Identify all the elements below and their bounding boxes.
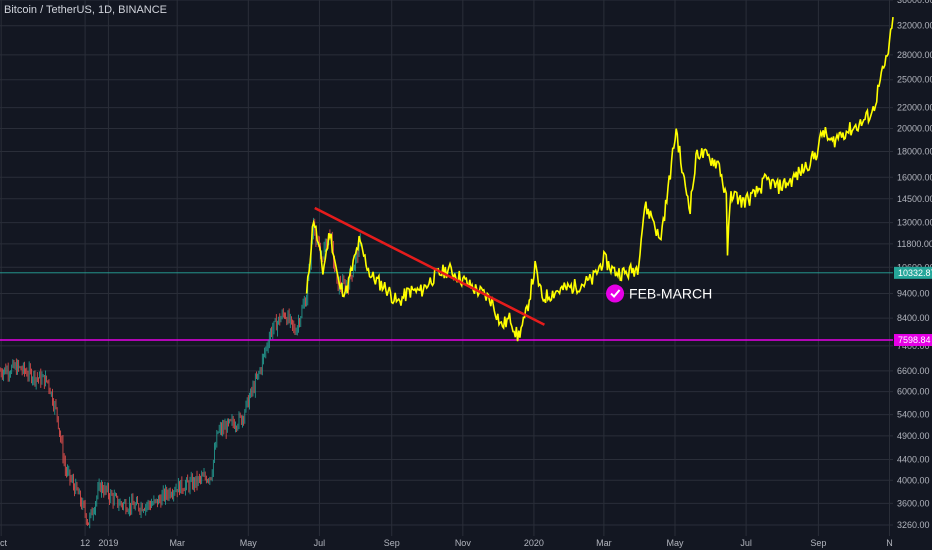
y-tick-label: 4400.00 — [897, 454, 930, 464]
x-tick-label: Sep — [810, 538, 826, 548]
x-tick-label: Mar — [596, 538, 612, 548]
chart-title: Bitcoin / TetherUS, 1D, BINANCE — [4, 4, 168, 16]
grid-lines — [0, 0, 893, 536]
x-tick-label: 2020 — [524, 538, 544, 548]
price-tag-label: 10332.87 — [898, 268, 932, 278]
x-tick-label: ct — [0, 538, 8, 548]
y-tick-label: 9400.00 — [897, 289, 930, 299]
y-tick-label: 22000.00 — [897, 103, 932, 113]
y-tick-label: 13000.00 — [897, 218, 932, 228]
y-tick-label: 4000.00 — [897, 475, 930, 485]
y-tick-label: 4900.00 — [897, 431, 930, 441]
y-tick-label: 18000.00 — [897, 147, 932, 157]
y-tick-label: 16000.00 — [897, 172, 932, 182]
x-tick-label: 12 — [80, 538, 90, 548]
x-tick-label: Nov — [455, 538, 472, 548]
y-tick-label: 28000.00 — [897, 50, 932, 60]
x-tick-label: Sep — [384, 538, 400, 548]
red-trendline[interactable] — [314, 206, 545, 326]
annotations: FEB-MARCH — [606, 284, 712, 303]
y-tick-label: 32000.00 — [897, 21, 932, 31]
y-tick-label: 25000.00 — [897, 75, 932, 85]
x-tick-label: N — [886, 538, 893, 548]
y-tick-label: 5400.00 — [897, 410, 930, 420]
price-tag-label: 7598.84 — [898, 335, 931, 345]
x-tick-label: Jul — [740, 538, 752, 548]
check-mark — [610, 289, 621, 298]
x-tick-label: Jul — [314, 538, 326, 548]
annotation-label: FEB-MARCH — [629, 286, 712, 302]
y-axis[interactable]: 36000.00 32000.00 28000.00 25000.00 22000.00… — [897, 0, 932, 530]
trendline[interactable] — [314, 206, 545, 326]
projection-line — [305, 17, 894, 342]
y-tick-label: 20000.00 — [897, 123, 932, 133]
x-tick-label: 2019 — [98, 538, 118, 548]
y-tick-label: 3260.00 — [897, 520, 930, 530]
x-tick-label: May — [666, 538, 684, 548]
y-tick-label: 14500.00 — [897, 194, 932, 204]
y-tick-label: 11800.00 — [897, 239, 932, 249]
price-tags: 10332.87 7598.84 — [894, 266, 932, 347]
price-tag — [894, 266, 932, 279]
x-axis[interactable]: ct 12 2019 Mar May Jul Sep Nov 2020 Mar May Jul Sep N — [0, 538, 893, 548]
projection-series — [305, 17, 894, 342]
x-tick-label: Mar — [169, 538, 185, 548]
x-tick-label: May — [240, 538, 258, 548]
y-tick-label: 8400.00 — [897, 313, 930, 323]
y-tick-label: 6000.00 — [897, 387, 930, 397]
y-tick-label: 36000.00 — [897, 0, 932, 5]
price-tag — [894, 334, 932, 347]
check-icon — [606, 284, 625, 303]
y-tick-label: 3600.00 — [897, 498, 930, 508]
candle-series — [0, 217, 361, 529]
y-tick-label: 6600.00 — [897, 366, 930, 376]
